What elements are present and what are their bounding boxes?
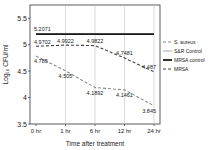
y-tick (28, 44, 30, 45)
series-line (36, 56, 154, 106)
y-tick (28, 18, 30, 19)
data-label: 4.1892 (87, 90, 104, 96)
data-label: 4.9822 (87, 38, 104, 44)
y-axis-title: Log₁₀ CFU/ml (2, 44, 10, 84)
y-tick (28, 124, 30, 125)
data-label: 4.9922 (57, 38, 74, 44)
y-tick-label: 4.5 (17, 68, 27, 75)
series-line (36, 33, 154, 34)
grid-line (95, 5, 96, 124)
plot-frame (30, 5, 160, 124)
y-tick-label: 4 (23, 94, 27, 101)
x-tick (124, 124, 125, 126)
series-line (36, 33, 154, 35)
x-axis-title: Time after treatment (66, 140, 124, 147)
data-label: 5.2071 (34, 26, 51, 32)
data-label: 4.7481 (116, 50, 133, 56)
x-tick (95, 124, 96, 126)
y-tick (28, 97, 30, 98)
x-tick (154, 124, 155, 126)
y-tick-label: 5 (23, 41, 27, 48)
legend-label: MRSA control (174, 57, 205, 63)
grid-line (124, 5, 125, 124)
lines-group (36, 34, 154, 106)
x-tick-label: 0 hr (31, 128, 41, 134)
x-tick-label: 6 hr (90, 128, 100, 134)
legend-swatch (163, 59, 172, 61)
data-label: 4.9702 (34, 39, 51, 45)
y-tick-label: 3.5 (17, 121, 27, 128)
legend-label: S&R Control (174, 48, 202, 54)
legend-label: MRSA (174, 66, 189, 72)
y-tick (28, 71, 30, 72)
grid-line (65, 5, 66, 124)
x-tick-label: 24 hr (147, 128, 161, 134)
x-tick (36, 124, 37, 126)
data-label: 3.845 (142, 108, 156, 114)
x-tick-label: 1 hr (60, 128, 70, 134)
x-tick-label: 12 hr (118, 128, 132, 134)
chart-svg: 3.5 4 4.5 5 5.5 0 hr 1 hr 6 hr 12 hr 24 hr Time af… (0, 0, 212, 150)
x-tick (65, 124, 66, 126)
data-label: 4.505 (59, 73, 73, 79)
legend-label: S. aureus (174, 39, 196, 45)
data-label: 4.487 (142, 64, 156, 70)
data-label: 4.785 (34, 58, 48, 64)
legend-swatch (163, 68, 172, 69)
series-line (36, 45, 154, 72)
legend-swatch (163, 50, 172, 51)
y-tick-label: 5.5 (17, 15, 27, 22)
legend-swatch (163, 41, 172, 42)
chart-container: 3.5 4 4.5 5 5.5 0 hr 1 hr 6 hr 12 hr 24 hr Time af… (0, 0, 212, 150)
data-label: 4.1461 (116, 92, 133, 98)
